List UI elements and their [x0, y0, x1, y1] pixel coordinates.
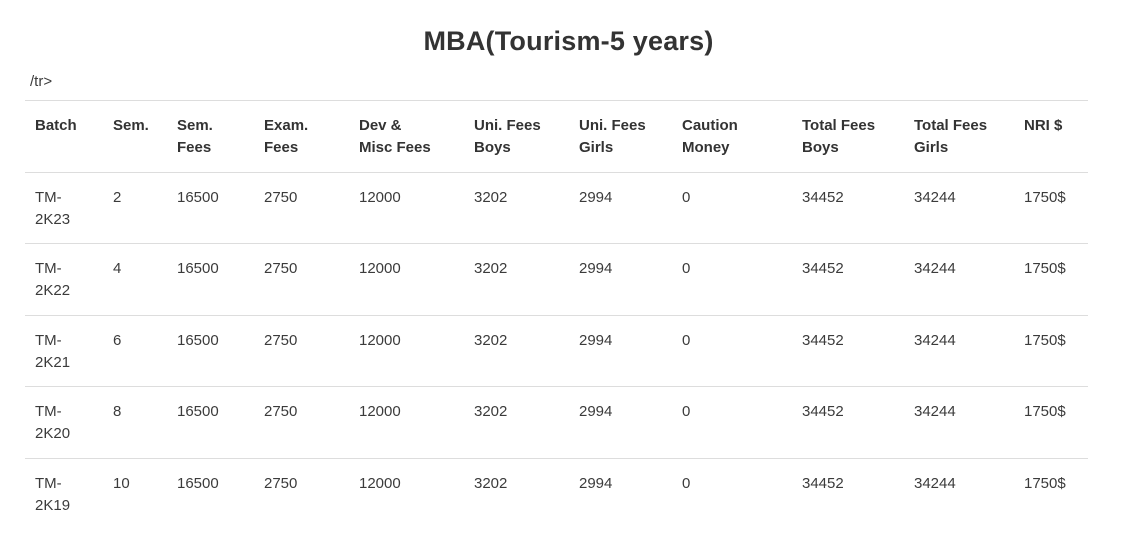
table-cell: 16500: [177, 188, 219, 206]
table-cell: 16500: [177, 403, 219, 421]
table-header: Batch Sem. Sem. Fees Exam. Fees Dev & Misc F…: [25, 100, 1088, 173]
table-cell: 3202: [474, 474, 508, 492]
table-cell: 4: [113, 260, 122, 278]
table-cell: TM-2K19: [35, 474, 71, 514]
table-cell: 34244: [914, 474, 956, 492]
table-cell: 34244: [914, 188, 956, 206]
table-cell: 0: [682, 331, 691, 349]
table-row: TM-2K20 8 16500 2750 12000 3202 2994 0 34452 3424…: [25, 387, 1088, 459]
table-cell: 34452: [802, 403, 844, 421]
column-header-nri-$: NRI $: [1014, 100, 1088, 173]
table-cell: 2994: [579, 260, 613, 278]
table-cell: 16500: [177, 331, 219, 349]
table-cell: 0: [682, 188, 691, 206]
column-header-batch: Batch: [25, 100, 103, 173]
table-cell: 10: [113, 474, 130, 492]
table-cell: 1750$: [1024, 260, 1066, 278]
page-title: MBA(Tourism-5 years): [423, 26, 714, 56]
table-cell: TM-2K23: [35, 188, 71, 228]
table-cell: 3202: [474, 331, 508, 349]
table-cell: 2994: [579, 331, 613, 349]
table-cell: 2994: [579, 474, 613, 492]
table-cell: 1750$: [1024, 403, 1066, 421]
table-cell: 3202: [474, 260, 508, 278]
table-cell: 34452: [802, 474, 844, 492]
table-cell: 12000: [359, 331, 401, 349]
column-header-uni-fees-girls: Uni. Fees Girls: [569, 100, 672, 173]
column-header-exam-fees: Exam. Fees: [254, 100, 349, 173]
table-cell: 3202: [474, 188, 508, 206]
table-cell: 12000: [359, 188, 401, 206]
table-cell: 2994: [579, 403, 613, 421]
column-header-total-fees-girls: Total Fees Girls: [904, 100, 1014, 173]
table-cell: 12000: [359, 403, 401, 421]
column-header-total-fees-boys: Total Fees Boys: [792, 100, 904, 173]
table-row: TM-2K21 6 16500 2750 12000 3202 2994 0 34452 3424…: [25, 315, 1088, 387]
table-cell: 16500: [177, 474, 219, 492]
table-cell: 34244: [914, 331, 956, 349]
table-cell: TM-2K22: [35, 260, 71, 300]
fees-table: Batch Sem. Sem. Fees Exam. Fees Dev & Misc F…: [25, 100, 1088, 529]
table-cell: 2994: [579, 188, 613, 206]
table-cell: 2750: [264, 331, 298, 349]
table-cell: 34244: [914, 403, 956, 421]
table-cell: 12000: [359, 260, 401, 278]
table-cell: 3202: [474, 403, 508, 421]
table-cell: 2750: [264, 260, 298, 278]
table-cell: 1750$: [1024, 474, 1066, 492]
table-row: TM-2K19 10 16500 2750 12000 3202 2994 0 34452 342…: [25, 458, 1088, 529]
table-body: TM-2K23 2 16500 2750 12000 3202 2994 0 34452 3424…: [25, 172, 1088, 529]
table-cell: 2: [113, 188, 122, 206]
table-cell: 12000: [359, 474, 401, 492]
table-cell: 1750$: [1024, 331, 1066, 349]
table-cell: 34452: [802, 331, 844, 349]
table-row: TM-2K22 4 16500 2750 12000 3202 2994 0 34452 3424…: [25, 244, 1088, 316]
table-cell: 2750: [264, 188, 298, 206]
column-header-sem-fees: Sem. Fees: [167, 100, 254, 173]
column-header-dev-misc-fees: Dev & Misc Fees: [349, 100, 464, 173]
table-cell: TM-2K20: [35, 403, 71, 443]
column-header-uni-fees-boys: Uni. Fees Boys: [464, 100, 569, 173]
stray-markup-text: /tr>: [30, 73, 53, 91]
table-cell: 8: [113, 403, 122, 421]
table-row: TM-2K23 2 16500 2750 12000 3202 2994 0 34452 3424…: [25, 172, 1088, 244]
table-cell: 2750: [264, 403, 298, 421]
column-header-caution-money: Caution Money: [672, 100, 792, 173]
table-cell: 0: [682, 403, 691, 421]
table-cell: 0: [682, 474, 691, 492]
table-cell: 34452: [802, 188, 844, 206]
table-cell: 16500: [177, 260, 219, 278]
table-cell: 2750: [264, 474, 298, 492]
table-cell: 1750$: [1024, 188, 1066, 206]
table-cell: 6: [113, 331, 122, 349]
table-cell: 34452: [802, 260, 844, 278]
table-cell: TM-2K21: [35, 331, 71, 371]
table-cell: 34244: [914, 260, 956, 278]
table-header-row: Batch Sem. Sem. Fees Exam. Fees Dev & Misc F…: [25, 100, 1088, 173]
table-cell: 0: [682, 260, 691, 278]
column-header-sem: Sem.: [103, 100, 167, 173]
